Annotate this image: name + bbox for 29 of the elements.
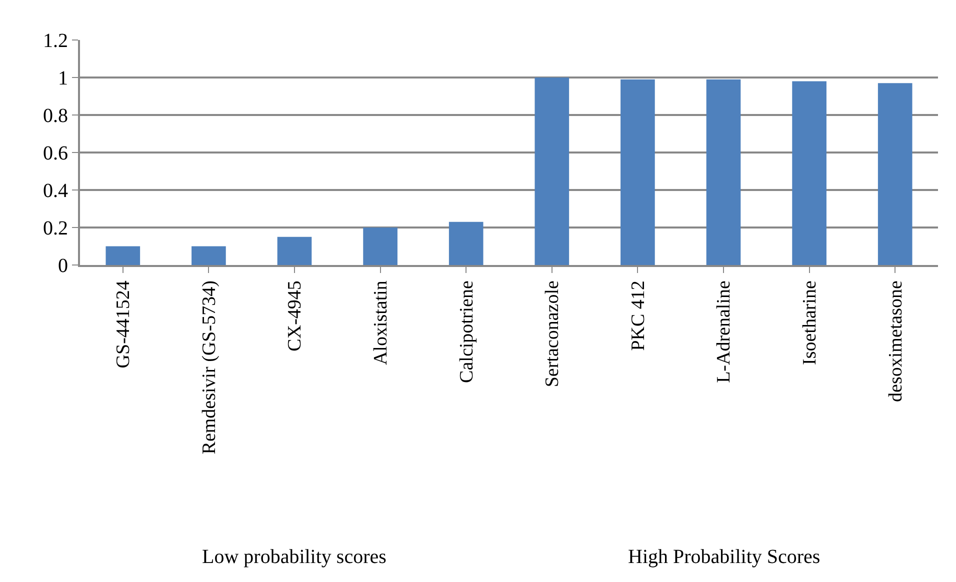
- text: Low probability scores: [202, 546, 387, 568]
- bar: [192, 246, 226, 265]
- y-tick-label: 0: [58, 255, 68, 277]
- y-tick-label: 1.2: [43, 30, 68, 52]
- x-tick-label: PKC 412: [628, 280, 649, 351]
- x-tick-label: Sertaconazole: [542, 280, 564, 388]
- bar: [277, 236, 312, 265]
- y-tick-label: 1: [58, 68, 68, 90]
- y-tick-label: 0.6: [43, 142, 68, 164]
- x-tick-label: L-Adrenaline: [714, 280, 735, 383]
- x-tick-label: Isoetharine: [799, 280, 820, 366]
- x-tick-label: Remdesivir (GS-5734): [198, 280, 220, 454]
- y-tick-label: 0.8: [43, 105, 68, 127]
- y-tick-label: 0.2: [43, 218, 68, 240]
- bar: [363, 228, 398, 265]
- bar: [706, 79, 741, 265]
- bar: [534, 78, 570, 265]
- text: High Probability Scores: [628, 546, 820, 568]
- x-tick-label: Aloxistatin: [370, 280, 392, 366]
- bar: [620, 79, 655, 265]
- y-tick-label: 0.4: [43, 180, 68, 202]
- bar: [448, 222, 484, 265]
- bar: [106, 246, 140, 265]
- x-tick-label: Calcipotriene: [456, 280, 478, 383]
- x-tick-label: CX-4945: [284, 280, 306, 352]
- x-tick-label: GS-441524: [113, 280, 134, 368]
- bar: [878, 83, 912, 265]
- x-tick-label: desoximetasone: [885, 280, 906, 402]
- bar: [792, 81, 826, 265]
